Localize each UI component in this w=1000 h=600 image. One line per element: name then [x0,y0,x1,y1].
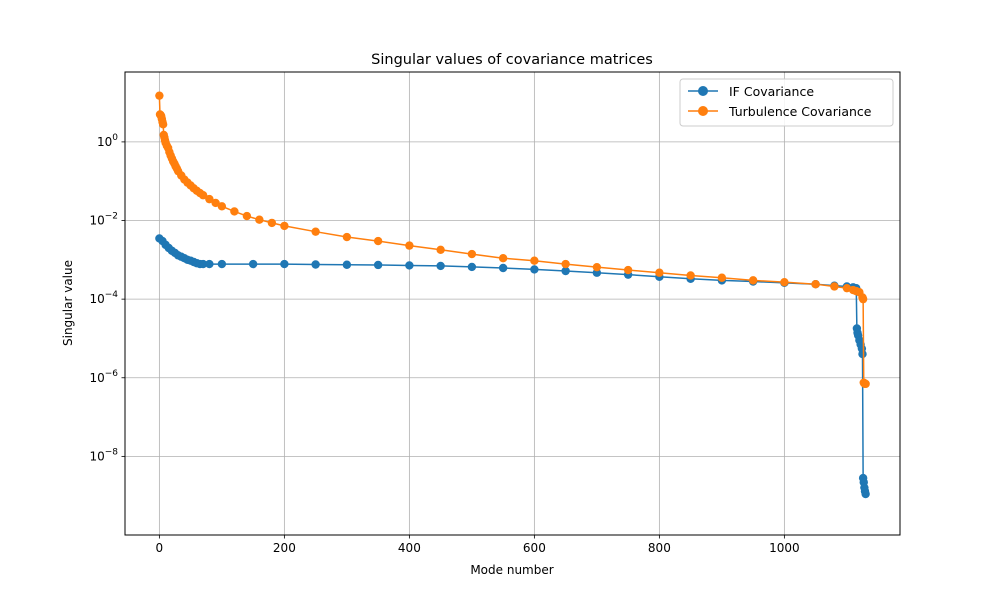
data-point [498,263,508,273]
series-line [158,95,866,385]
data-point [561,259,570,269]
x-axis-label: Mode number [470,563,553,577]
legend-box [679,78,894,127]
data-point [158,120,168,129]
data-point [211,198,220,208]
data-point [748,276,758,285]
data-point [280,259,289,269]
series-line [158,237,867,495]
data-point [373,260,383,270]
data-point [436,261,445,271]
data-point [861,489,870,499]
data-point [198,259,208,269]
legend-label-turbulence: Turbulence Covariance [728,104,872,119]
data-point [267,218,277,228]
data-point [255,215,264,224]
data-point [405,241,414,250]
data-point [655,268,664,277]
data-point [686,271,695,280]
data-point [242,211,252,221]
data-point [811,279,820,289]
y-tick-label: 10−6 [89,369,118,385]
y-tick-label: 10−4 [89,290,118,306]
legend-marker-if [698,86,708,96]
data-point [248,259,258,269]
legend-marker-turbulence [698,106,708,116]
data-point [436,245,445,254]
data-point [858,294,868,304]
x-tick-label: 200 [273,541,296,555]
x-tick-label: 600 [523,541,546,555]
legend-label-if: IF Covariance [729,84,814,99]
data-point [311,227,320,236]
y-axis-label: Singular value [61,260,75,346]
data-point [205,259,214,269]
chart-title: Singular values of covariance matrices [371,52,653,68]
y-tick-label: 100 [97,133,118,149]
x-tick-label: 0 [156,541,164,555]
x-tick-label: 1000 [769,541,800,555]
data-point [373,236,383,246]
data-point [830,282,839,291]
series-layer [155,91,870,499]
axis-ticks: 0 200 400 600 800 1000 10−8 10−6 10−4 10−2 100 [89,133,799,555]
x-tick-label: 800 [648,541,671,555]
data-point [205,194,214,204]
data-point [198,191,208,200]
data-point [217,202,227,211]
data-point [405,261,414,270]
data-point [280,221,289,231]
data-point [592,262,602,272]
data-point [623,265,633,275]
data-point [217,259,227,269]
data-point [530,265,539,274]
data-point [342,260,352,269]
y-tick-label: 10−8 [89,447,118,463]
data-point [717,273,727,282]
data-point [861,379,870,389]
grid [125,72,900,535]
series-turbulence-covariance [155,91,870,389]
data-point [780,277,789,287]
legend: IF Covariance Turbulence Covariance [679,78,894,127]
data-point [155,91,164,100]
data-point [530,256,539,265]
y-tick-label: 10−2 [89,212,118,228]
data-point [561,266,570,276]
data-point [498,254,508,263]
series-if-covariance [155,234,870,499]
data-point [342,232,352,242]
plot-frame [124,71,901,536]
x-tick-label: 400 [398,541,421,555]
data-point [311,260,320,269]
data-point [230,207,239,216]
data-point [467,262,477,272]
data-point [467,249,477,259]
data-point [858,349,867,359]
